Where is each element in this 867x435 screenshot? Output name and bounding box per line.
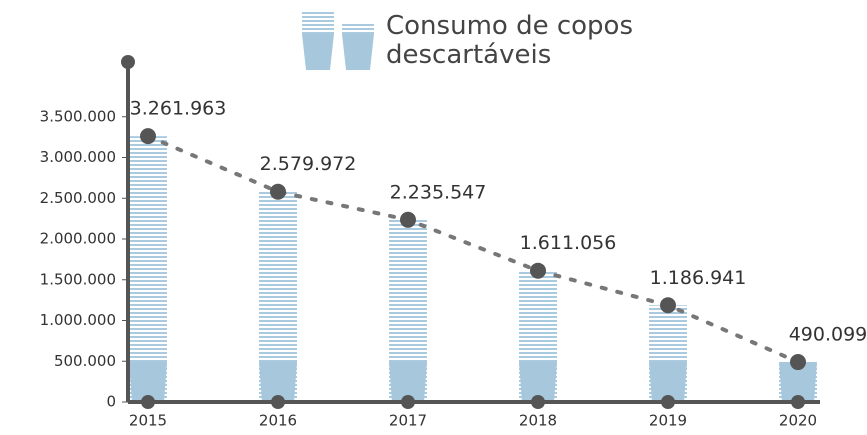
- y-tick-label: 0: [106, 393, 116, 411]
- value-dot: [790, 354, 806, 371]
- y-tick-label: 1.000.000: [40, 311, 116, 329]
- y-tick-label: 2.000.000: [40, 230, 116, 248]
- axis-end: [121, 55, 135, 69]
- y-tick-label: 3.000.000: [40, 148, 116, 166]
- value-label: 3.261.963: [130, 98, 227, 120]
- x-tick-label: 2019: [649, 412, 687, 430]
- y-tick-label: 500.000: [54, 352, 116, 370]
- x-tick-label: 2018: [519, 412, 557, 430]
- bar: [259, 191, 297, 402]
- value-dot: [140, 128, 156, 145]
- bar: [129, 136, 167, 402]
- value-dot: [660, 297, 676, 314]
- base-dot: [401, 395, 415, 409]
- value-dot: [400, 211, 416, 228]
- x-tick-label: 2017: [389, 412, 427, 430]
- x-tick-label: 2020: [779, 412, 817, 430]
- value-label: 2.235.547: [390, 181, 487, 203]
- value-dot: [530, 262, 546, 279]
- value-label: 1.186.941: [650, 267, 747, 289]
- value-label: 1.611.056: [520, 232, 617, 254]
- y-tick-label: 2.500.000: [40, 189, 116, 207]
- base-dot: [791, 395, 805, 409]
- bar: [649, 305, 687, 402]
- value-label: 2.579.972: [260, 153, 357, 175]
- y-tick-label: 1.500.000: [40, 270, 116, 288]
- x-tick-label: 2015: [129, 412, 167, 430]
- bar: [389, 219, 427, 402]
- legend-icon: [302, 12, 374, 70]
- value-label: 490.099: [789, 324, 867, 346]
- chart-title: Consumo de copos descartáveis: [386, 11, 633, 70]
- base-dot: [661, 395, 675, 409]
- value-dot: [270, 183, 286, 200]
- bar: [519, 270, 557, 402]
- base-dot: [531, 395, 545, 409]
- trend-line: [146, 134, 800, 365]
- base-dot: [271, 395, 285, 409]
- x-tick-label: 2016: [259, 412, 297, 430]
- base-dot: [141, 395, 155, 409]
- y-tick-label: 3.500.000: [40, 107, 116, 125]
